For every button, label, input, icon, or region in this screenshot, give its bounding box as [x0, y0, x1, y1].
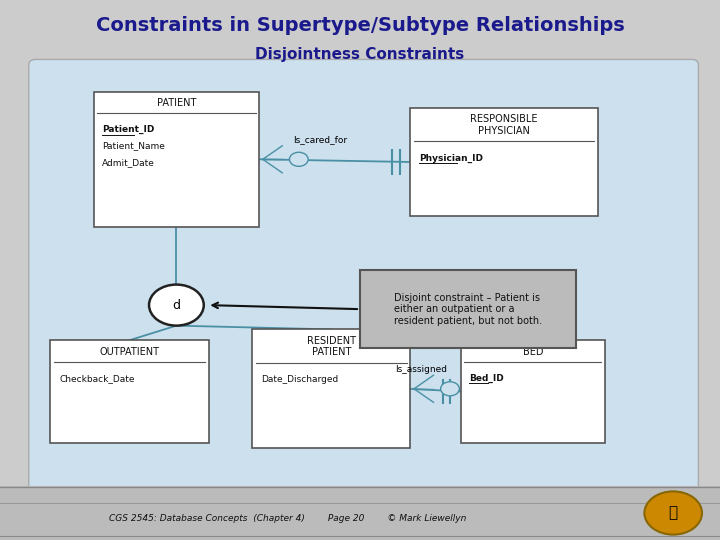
- Text: OUTPATIENT: OUTPATIENT: [99, 347, 160, 357]
- Text: Disjoint constraint – Patient is
either an outpatient or a
resident patient, but: Disjoint constraint – Patient is either …: [394, 293, 542, 326]
- Text: Checkback_Date: Checkback_Date: [59, 374, 135, 383]
- Text: Disjointness Constraints: Disjointness Constraints: [256, 46, 464, 62]
- Text: BED: BED: [523, 347, 543, 357]
- Circle shape: [644, 491, 702, 535]
- Circle shape: [441, 382, 459, 396]
- Text: RESPONSIBLE
PHYSICIAN: RESPONSIBLE PHYSICIAN: [470, 114, 538, 136]
- Text: Bed_ID: Bed_ID: [469, 374, 504, 383]
- Text: Admit_Date: Admit_Date: [102, 158, 155, 167]
- Bar: [461, 340, 605, 443]
- Text: Constraints in Supertype/Subtype Relationships: Constraints in Supertype/Subtype Relatio…: [96, 16, 624, 36]
- Bar: [252, 329, 410, 448]
- Bar: [94, 92, 259, 227]
- Text: d: d: [172, 299, 181, 312]
- Bar: [0, 486, 720, 540]
- Text: PATIENT: PATIENT: [157, 98, 196, 109]
- Bar: [360, 270, 576, 348]
- Text: Patient_Name: Patient_Name: [102, 141, 165, 151]
- Circle shape: [149, 285, 204, 326]
- Text: 🦢: 🦢: [669, 505, 678, 521]
- Bar: [410, 108, 598, 216]
- Text: RESIDENT
PATIENT: RESIDENT PATIENT: [307, 336, 356, 357]
- Text: Is_cared_for: Is_cared_for: [293, 135, 348, 144]
- Bar: [50, 340, 209, 443]
- Text: Date_Discharged: Date_Discharged: [261, 375, 338, 384]
- Text: Is_assigned: Is_assigned: [395, 364, 447, 374]
- FancyBboxPatch shape: [29, 59, 698, 491]
- Text: CGS 2545: Database Concepts  (Chapter 4)        Page 20        © Mark Liewellyn: CGS 2545: Database Concepts (Chapter 4) …: [109, 514, 467, 523]
- Text: Physician_ID: Physician_ID: [419, 153, 483, 163]
- Text: Patient_ID: Patient_ID: [102, 125, 155, 134]
- Circle shape: [289, 152, 308, 166]
